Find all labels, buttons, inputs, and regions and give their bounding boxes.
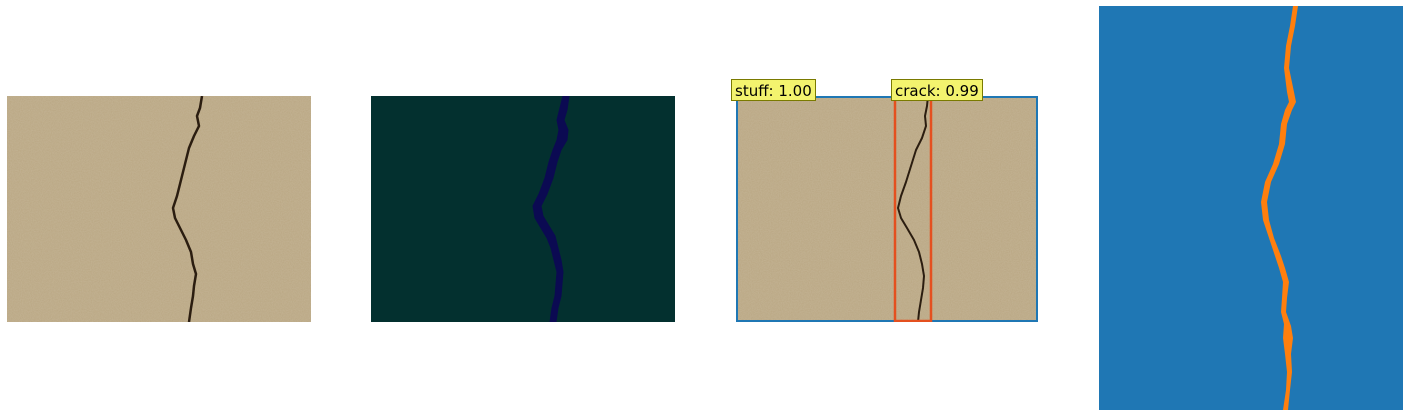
instance-crack — [1261, 6, 1298, 410]
stuff-bounding-box — [736, 96, 1038, 322]
crack-label: crack: 0.99 — [891, 79, 983, 101]
segmentation-mask — [371, 96, 675, 322]
segmentation-mask-panel — [371, 96, 675, 322]
detection-image — [736, 96, 1038, 322]
crack-line — [171, 96, 204, 322]
original-image-panel — [7, 96, 311, 322]
detection-overlay-panel — [736, 96, 1038, 322]
instance-background — [1099, 6, 1403, 410]
mask-background — [371, 96, 675, 322]
original-image — [7, 96, 311, 322]
instance-mask — [1099, 6, 1403, 410]
instance-mask-panel — [1099, 6, 1403, 410]
crack-line — [897, 96, 929, 322]
stuff-label: stuff: 1.00 — [731, 79, 816, 101]
mask-crack — [532, 96, 570, 322]
